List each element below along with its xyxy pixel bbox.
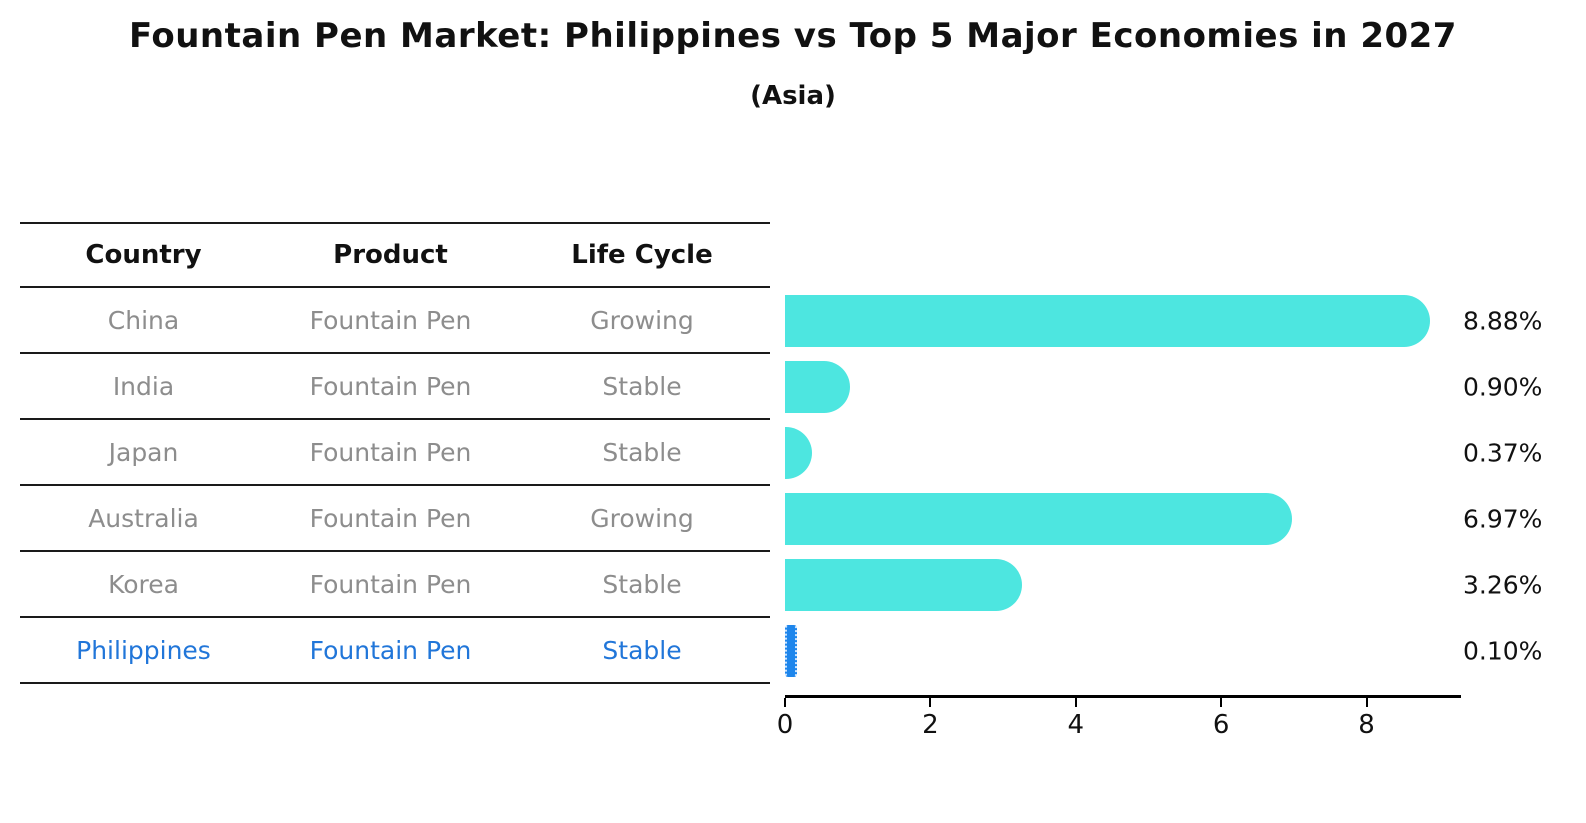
value-label: 3.26% (1463, 570, 1543, 600)
bar (785, 361, 851, 413)
cell-country: Australia (88, 503, 199, 533)
table-row: India Fountain Pen Stable (20, 354, 770, 420)
x-axis: 0 2 4 6 8 (777, 695, 1461, 740)
bar-row: 6.97% (785, 486, 1580, 552)
cell-life-cycle: Growing (590, 305, 694, 335)
bar-row: 0.10% (785, 618, 1580, 684)
table-row: Korea Fountain Pen Stable (20, 552, 770, 618)
cell-country: Japan (108, 437, 179, 467)
cell-country: Korea (108, 569, 179, 599)
cell-product: Fountain Pen (309, 569, 472, 599)
cell-life-cycle: Stable (602, 371, 682, 401)
x-axis-tick-label: 0 (776, 710, 794, 740)
bar-chart: 8.88% 0.90% 0.37% 6.97% 3.26% 0.10% 0 2 4 6 8 (777, 288, 1580, 788)
cell-country: Philippines (76, 635, 211, 665)
cell-product: Fountain Pen (309, 437, 472, 467)
x-axis-tick (1074, 698, 1077, 707)
bars: 8.88% 0.90% 0.37% 6.97% 3.26% 0.10% (785, 288, 1580, 684)
value-label: 0.10% (1463, 636, 1543, 666)
cell-life-cycle: Stable (602, 635, 682, 665)
cell-product: Fountain Pen (309, 371, 472, 401)
bar-highlight (785, 625, 797, 677)
table-row: Australia Fountain Pen Growing (20, 486, 770, 552)
bar-row: 8.88% (785, 288, 1580, 354)
column-header-country: Country (85, 240, 202, 270)
x-axis-tick-label: 8 (1358, 710, 1375, 740)
cell-life-cycle: Growing (590, 503, 694, 533)
cell-country: India (112, 371, 175, 401)
country-table: Country Product Life Cycle China Fountain… (20, 222, 770, 684)
bar (785, 559, 1022, 611)
x-axis-tick-label: 2 (922, 710, 939, 740)
x-axis-tick-label: 4 (1067, 710, 1085, 740)
value-label: 0.37% (1463, 438, 1543, 468)
bar-row: 0.37% (785, 420, 1580, 486)
table-row: Japan Fountain Pen Stable (20, 420, 770, 486)
x-axis-tick (1365, 698, 1368, 707)
cell-life-cycle: Stable (602, 569, 682, 599)
x-axis-tick (929, 698, 932, 707)
cell-product: Fountain Pen (309, 305, 472, 335)
x-axis-tick (1220, 698, 1223, 707)
value-label: 0.90% (1463, 372, 1543, 402)
cell-life-cycle: Stable (602, 437, 682, 467)
bar (785, 493, 1292, 545)
table-header-row: Country Product Life Cycle (20, 222, 770, 288)
chart-title: Fountain Pen Market: Philippines vs Top … (129, 16, 1457, 56)
chart-subtitle: (Asia) (750, 81, 836, 111)
table-rows: China Fountain Pen Growing India Fountain Pe… (20, 288, 770, 684)
column-header-product: Product (333, 240, 448, 270)
bar-row: 3.26% (785, 552, 1580, 618)
table-row: Philippines Fountain Pen Stable (20, 618, 770, 684)
bar (785, 295, 1431, 347)
value-label: 8.88% (1463, 306, 1543, 336)
cell-product: Fountain Pen (309, 503, 472, 533)
value-label: 6.97% (1463, 504, 1543, 534)
cell-country: China (107, 305, 180, 335)
bar-row: 0.90% (785, 354, 1580, 420)
figure-body: Country Product Life Cycle China Fountain… (20, 222, 1580, 782)
bar (785, 427, 812, 479)
column-header-life-cycle: Life Cycle (571, 240, 713, 270)
x-axis-tick (784, 698, 786, 707)
cell-product: Fountain Pen (309, 635, 472, 665)
table-row: China Fountain Pen Growing (20, 288, 770, 354)
x-axis-tick-label: 6 (1212, 710, 1230, 740)
